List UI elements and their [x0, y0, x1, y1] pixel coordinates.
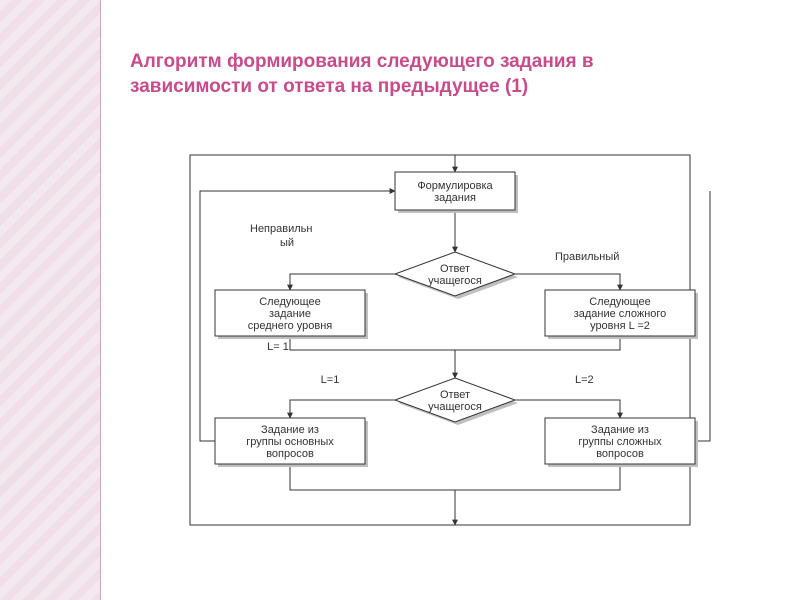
node-label: Формулировка — [417, 180, 493, 192]
node-label: задание — [269, 308, 311, 320]
node-label: Ответ — [440, 389, 470, 401]
n_hard_task: Следующеезадание сложногоуровня L =2 — [545, 290, 698, 339]
flow-edge — [455, 464, 620, 490]
edge-label: L=1 — [321, 374, 340, 386]
node-label: Ответ — [440, 263, 470, 275]
node-label: Следующее — [589, 296, 651, 308]
edge-label: L= 1 — [267, 341, 289, 353]
flow-edge — [290, 400, 395, 418]
decorative-sidebar — [0, 0, 101, 600]
n_answer1: Ответучащегося — [395, 252, 518, 299]
node-label: Задание из — [591, 424, 649, 436]
edge-label: L=2 — [575, 374, 594, 386]
node-label: вопросов — [266, 448, 314, 460]
slide-content: Алгоритм формирования следующего задания… — [100, 0, 800, 600]
flowchart-canvas: ФормулировказаданияОтветучащегосяСледующ… — [100, 0, 800, 600]
edge-label: ый — [280, 237, 294, 249]
node-label: Следующее — [259, 296, 321, 308]
flow-edge — [290, 336, 455, 378]
node-label: Задание из — [261, 424, 319, 436]
n_answer2: Ответучащегося — [395, 378, 518, 425]
node-label: учащегося — [428, 275, 482, 287]
n_formulate: Формулировказадания — [395, 172, 518, 213]
edge-label: Правильный — [555, 251, 619, 263]
flow-edge — [515, 400, 620, 418]
flow-edge — [515, 274, 620, 290]
node-label: среднего уровня — [248, 320, 333, 332]
node-label: вопросов — [596, 448, 644, 460]
node-label: задание сложного — [574, 308, 667, 320]
n_hard_q: Задание изгруппы сложныхвопросов — [545, 418, 698, 467]
node-label: группы сложных — [578, 436, 662, 448]
node-label: группы основных — [246, 436, 334, 448]
n_mid_task: Следующеезаданиесреднего уровня — [215, 290, 368, 339]
edge-label: Неправильн — [250, 223, 312, 235]
node-label: уровня L =2 — [590, 320, 650, 332]
flow-edge — [290, 464, 455, 525]
node-label: учащегося — [428, 401, 482, 413]
node-label: задания — [434, 192, 476, 204]
flow-edge — [290, 274, 395, 290]
n_basic_q: Задание изгруппы основныхвопросов — [215, 418, 368, 467]
